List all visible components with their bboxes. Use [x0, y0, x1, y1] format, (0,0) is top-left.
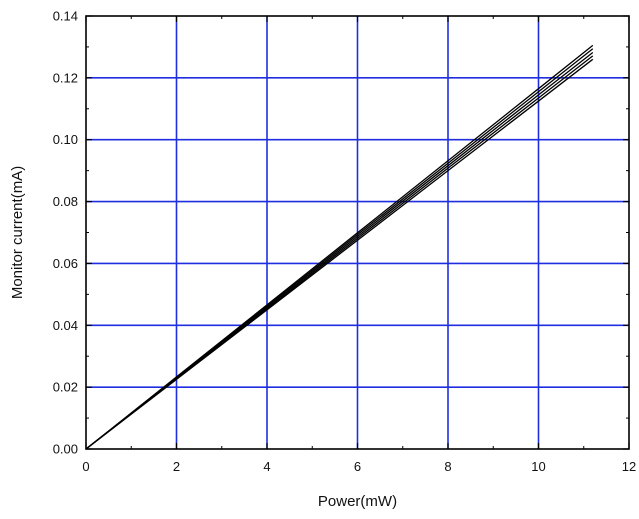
y-tick-label: 0.02 — [53, 380, 78, 395]
x-tick-label: 2 — [173, 459, 180, 474]
y-tick-label: 0.08 — [53, 194, 78, 209]
x-tick-label: 12 — [622, 459, 636, 474]
y-tick-label: 0.14 — [53, 9, 78, 24]
axis-ticks — [85, 15, 630, 450]
series-group — [85, 44, 594, 450]
y-tick-label: 0.06 — [53, 256, 78, 271]
x-tick-label: 0 — [82, 459, 89, 474]
y-tick-label: 0.10 — [53, 132, 78, 147]
x-tick-label: 10 — [531, 459, 545, 474]
x-tick-labels: 0 2 4 6 8 10 12 — [82, 459, 636, 474]
x-tick-label: 6 — [354, 459, 361, 474]
x-tick-label: 4 — [263, 459, 270, 474]
x-tick-label: 8 — [444, 459, 451, 474]
y-tick-label: 0.12 — [53, 70, 78, 85]
y-tick-labels: 0.00 0.02 0.04 0.06 0.08 0.10 0.12 0.14 — [53, 9, 78, 457]
x-axis-title: Power(mW) — [318, 493, 397, 510]
y-tick-label: 0.00 — [53, 442, 78, 457]
y-axis-title: Monitor current(mA) — [9, 166, 26, 299]
y-tick-label: 0.04 — [53, 318, 78, 333]
series-line-5 — [85, 58, 594, 450]
